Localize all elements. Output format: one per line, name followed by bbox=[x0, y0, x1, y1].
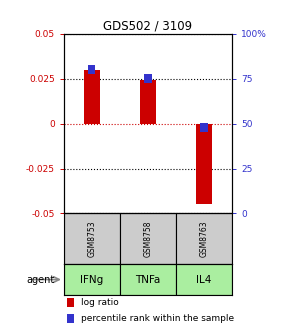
Bar bbox=[88, 65, 95, 74]
Text: IFNg: IFNg bbox=[80, 275, 104, 285]
Bar bbox=[176, 264, 232, 295]
Text: TNFa: TNFa bbox=[135, 275, 161, 285]
Bar bbox=[64, 264, 120, 295]
Bar bbox=[144, 74, 152, 83]
Text: GSM8753: GSM8753 bbox=[87, 220, 96, 257]
Text: percentile rank within the sample: percentile rank within the sample bbox=[81, 314, 234, 323]
Text: log ratio: log ratio bbox=[81, 298, 118, 307]
Bar bbox=[67, 314, 74, 323]
Text: IL4: IL4 bbox=[196, 275, 212, 285]
Bar bbox=[196, 124, 212, 205]
Bar bbox=[140, 80, 156, 124]
Bar bbox=[64, 213, 120, 264]
Bar bbox=[120, 213, 176, 264]
Text: GSM8758: GSM8758 bbox=[143, 220, 153, 257]
Bar bbox=[67, 298, 74, 307]
Text: GSM8763: GSM8763 bbox=[200, 220, 209, 257]
Bar bbox=[176, 213, 232, 264]
Bar bbox=[84, 70, 100, 124]
Title: GDS502 / 3109: GDS502 / 3109 bbox=[103, 19, 193, 33]
Text: agent: agent bbox=[27, 275, 55, 285]
Bar bbox=[200, 123, 208, 132]
Bar bbox=[120, 264, 176, 295]
